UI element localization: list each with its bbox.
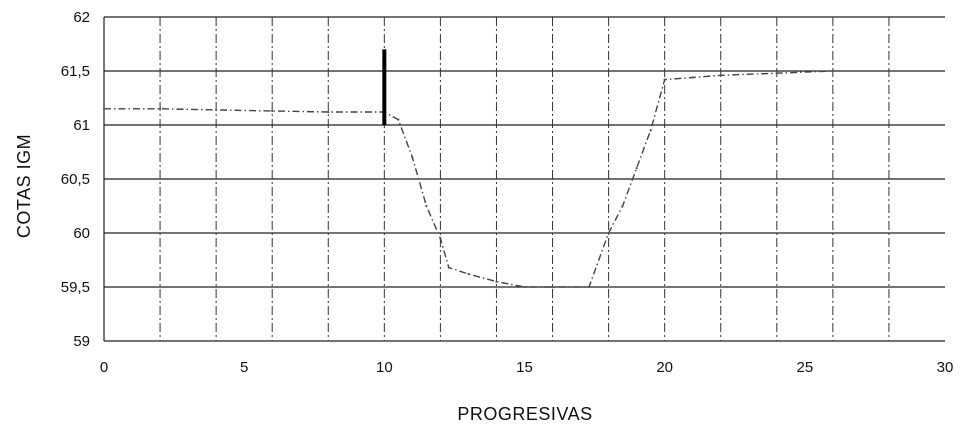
series-point xyxy=(523,285,526,289)
series-point xyxy=(635,167,638,170)
x-tick-label: 30 xyxy=(937,359,954,376)
series-point xyxy=(102,107,106,110)
series-point xyxy=(271,109,274,113)
series-point xyxy=(411,156,414,159)
y-tick-label: 62 xyxy=(73,9,90,26)
series-point xyxy=(158,107,162,110)
series-point xyxy=(587,285,591,289)
series-point xyxy=(397,118,400,121)
grid xyxy=(103,16,945,342)
series-point xyxy=(327,110,330,114)
series-point xyxy=(607,231,610,235)
x-tick-label: 15 xyxy=(516,359,533,376)
y-tick-label: 61,5 xyxy=(61,63,90,80)
y-tick-label: 60,5 xyxy=(61,171,90,188)
series-point xyxy=(621,204,624,208)
x-tick-labels: 0 5 10 15 20 25 30 xyxy=(100,359,954,376)
series-point xyxy=(447,266,450,269)
series-point xyxy=(649,129,652,132)
y-tick-label: 59 xyxy=(73,333,90,350)
series-point xyxy=(775,72,778,75)
y-tick-labels: 59 59,5 60 60,5 61 61,5 62 xyxy=(61,9,90,350)
x-tick-label: 5 xyxy=(240,359,248,376)
x-tick-label: 25 xyxy=(796,359,813,376)
series-point xyxy=(215,108,218,111)
series-point xyxy=(719,74,722,77)
y-tick-label: 60 xyxy=(73,225,90,242)
series-point xyxy=(663,78,666,81)
series-point xyxy=(467,272,470,276)
x-tick-label: 20 xyxy=(656,359,673,376)
series-point xyxy=(551,285,554,289)
x-tick-label: 0 xyxy=(100,359,108,376)
x-axis-title: PROGRESIVAS xyxy=(457,404,592,424)
series-points xyxy=(102,69,834,289)
series-point xyxy=(831,69,834,73)
y-axis-title: COTAS IGM xyxy=(14,134,34,238)
series-point xyxy=(425,204,428,208)
series-point xyxy=(439,237,442,240)
y-tick-label: 59,5 xyxy=(61,279,90,296)
x-tick-label: 10 xyxy=(376,359,393,376)
series-point xyxy=(495,280,498,283)
y-tick-label: 61 xyxy=(73,117,90,134)
series-point xyxy=(691,76,694,79)
